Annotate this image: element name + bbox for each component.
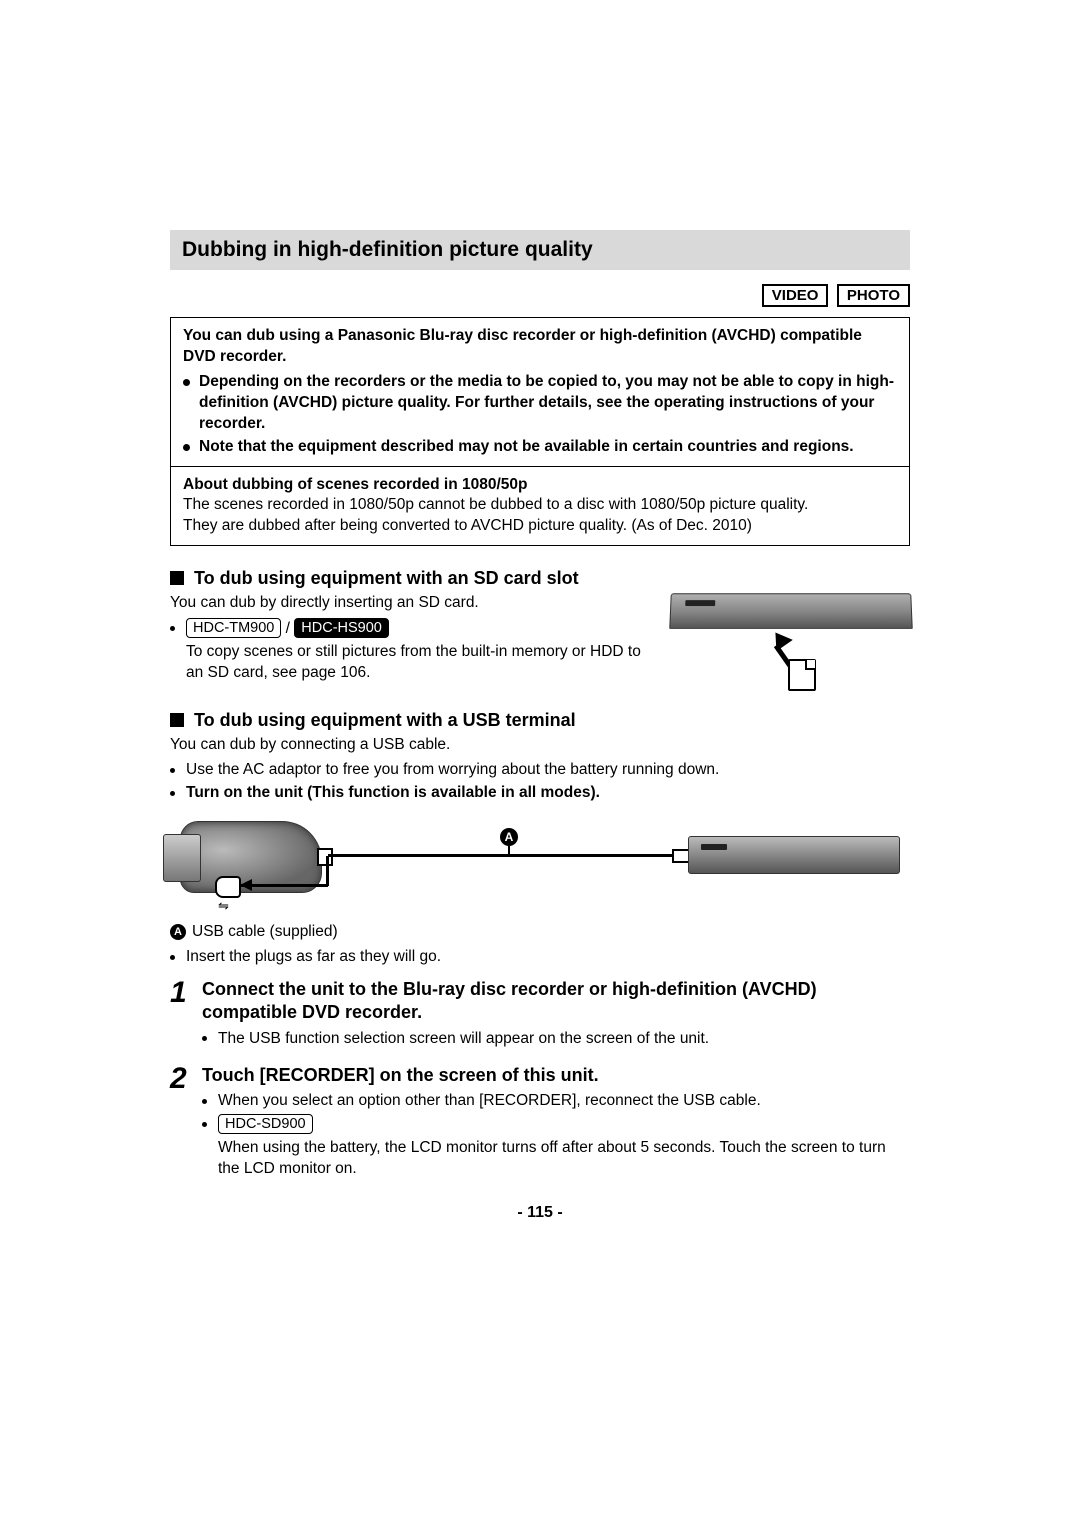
box-bullet: Note that the equipment described may no…	[183, 437, 897, 458]
usb-line1: You can dub by connecting a USB cable.	[170, 735, 910, 756]
recorder-icon	[688, 836, 900, 874]
usb-figure: A ⇋	[170, 816, 910, 916]
info-box: You can dub using a Panasonic Blu-ray di…	[170, 317, 910, 546]
sd-line1: You can dub by directly inserting an SD …	[170, 593, 652, 614]
sd-line2: To copy scenes or still pictures from th…	[186, 642, 652, 684]
usb-connector-icon	[215, 876, 241, 898]
sd-heading: To dub using equipment with an SD card s…	[170, 568, 910, 589]
usb-after-bullet: Insert the plugs as far as they will go.	[170, 947, 910, 968]
page-number: - 115 -	[170, 1204, 910, 1222]
usb-cable-icon	[328, 854, 680, 857]
sd-models-line: HDC-TM900 / HDC-HS900 To copy scenes or …	[170, 618, 652, 684]
usb-bold-bullet: Turn on the unit (This function is avail…	[170, 783, 910, 804]
step1-bullet: The USB function selection screen will a…	[202, 1029, 910, 1050]
usb-heading-text: To dub using equipment with a USB termin…	[194, 710, 576, 730]
step2-bullet: When you select an option other than [RE…	[202, 1091, 910, 1112]
step2-model-note: When using the battery, the LCD monitor …	[218, 1138, 910, 1180]
model-hs900: HDC-HS900	[294, 618, 389, 638]
section-title: Dubbing in high-definition picture quali…	[170, 230, 910, 270]
usb-symbol-icon: ⇋	[218, 898, 229, 914]
box-bullet: Depending on the recorders or the media …	[183, 372, 897, 435]
model-tm900: HDC-TM900	[186, 618, 281, 638]
box-text: They are dubbed after being converted to…	[183, 516, 897, 537]
sd-heading-text: To dub using equipment with an SD card s…	[194, 568, 579, 588]
usb-plug-icon	[317, 848, 333, 866]
model-sd900: HDC-SD900	[218, 1114, 313, 1134]
tag-video: VIDEO	[762, 284, 829, 307]
usb-legend-a: USB cable (supplied)	[192, 923, 338, 940]
box-intro: You can dub using a Panasonic Blu-ray di…	[183, 326, 897, 368]
step1-title: Connect the unit to the Blu-ray disc rec…	[202, 978, 910, 1025]
box-subheading: About dubbing of scenes recorded in 1080…	[183, 475, 897, 496]
box-text: The scenes recorded in 1080/50p cannot b…	[183, 495, 897, 516]
step2-title: Touch [RECORDER] on the screen of this u…	[202, 1064, 910, 1087]
step-number: 2	[170, 1064, 194, 1094]
arrow-icon	[240, 879, 252, 891]
usb-heading: To dub using equipment with a USB termin…	[170, 710, 910, 731]
recorder-icon	[669, 594, 913, 630]
mode-tags: VIDEO PHOTO	[170, 284, 910, 307]
sdcard-icon	[788, 659, 816, 691]
sd-figure	[670, 593, 910, 688]
circle-a-icon: A	[170, 924, 186, 940]
usb-pre-bullet: Use the AC adaptor to free you from worr…	[170, 760, 910, 781]
tag-photo: PHOTO	[837, 284, 910, 307]
step2-model-line: HDC-SD900 When using the battery, the LC…	[202, 1114, 910, 1180]
step-number: 1	[170, 978, 194, 1008]
label-a-icon: A	[500, 828, 518, 846]
